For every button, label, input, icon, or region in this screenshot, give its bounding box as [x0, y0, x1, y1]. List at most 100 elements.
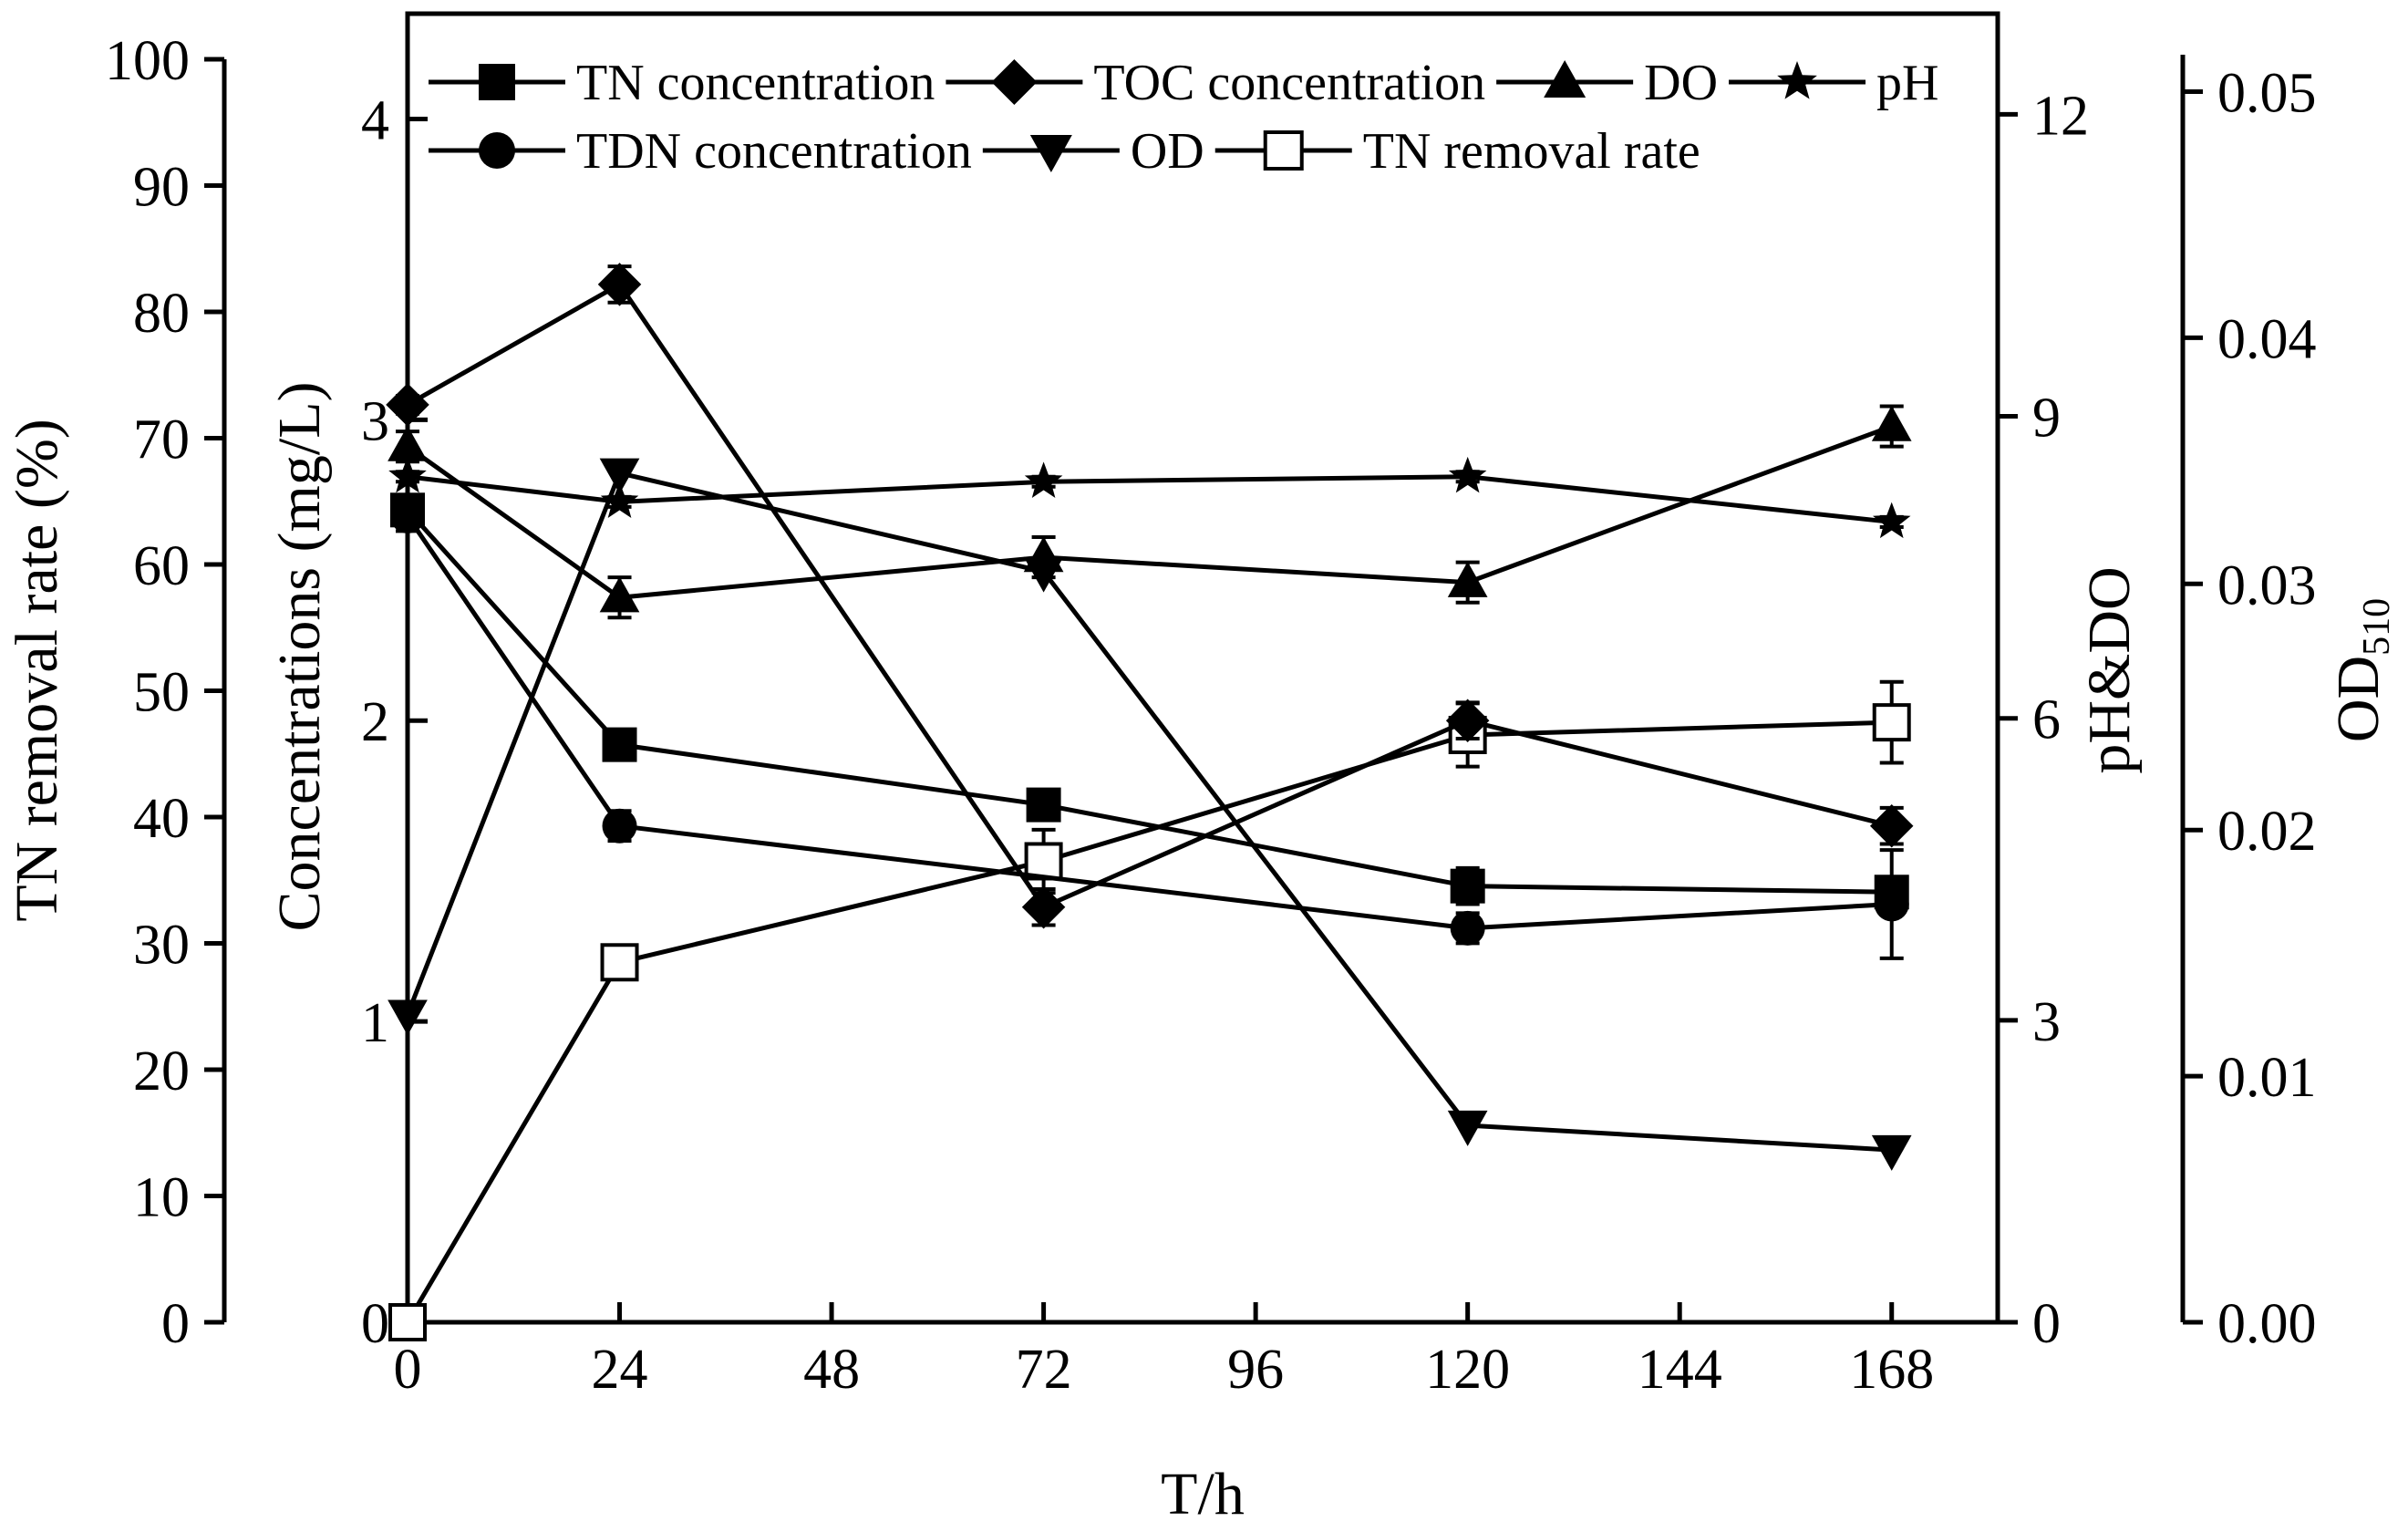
toc-concentration-marker — [1445, 699, 1490, 742]
legend-entry-tdn-concentration: TDN concentration — [429, 123, 972, 180]
series-tn-removal-rate — [388, 679, 1911, 1341]
left-inner-y-tick-label: 2 — [361, 691, 389, 753]
legend-marker — [1263, 130, 1304, 171]
legend-entry-od: OD — [982, 123, 1204, 180]
legend-marker — [1777, 61, 1817, 99]
left-outer-y-tick-label: 50 — [133, 662, 190, 724]
toc-concentration-marker — [386, 383, 429, 427]
right-inner-y-tick-label: 6 — [2032, 689, 2061, 751]
od-label-subscript: 510 — [2356, 598, 2398, 656]
series-ph — [388, 456, 1911, 539]
left-inner-y-tick-label: 1 — [361, 992, 389, 1054]
legend-marker — [991, 59, 1038, 105]
tdn-concentration-marker — [390, 498, 425, 533]
left-inner-axis-title: Concentrations (mg/L) — [266, 381, 333, 931]
right-outer-y-tick-label: 0.02 — [2217, 801, 2317, 863]
tn-concentration-marker — [602, 727, 637, 762]
tn-removal-rate-marker — [600, 943, 639, 982]
legend-label: OD — [1131, 123, 1204, 180]
legend-label: TDN concentration — [576, 123, 972, 180]
legend-entry-do: DO — [1496, 55, 1718, 111]
ph-marker — [1448, 456, 1487, 493]
do-marker — [599, 576, 640, 613]
tdn-concentration-marker — [602, 808, 637, 844]
left-outer-y-tick-label: 30 — [133, 915, 190, 977]
legend-label: pH — [1876, 55, 1938, 111]
od-marker — [599, 458, 640, 494]
left-outer-y-tick-label: 0 — [161, 1293, 190, 1355]
x-tick-label: 48 — [803, 1339, 860, 1401]
right-inner-y-tick-label: 0 — [2032, 1293, 2061, 1355]
ph-marker — [388, 456, 427, 493]
tn-concentration-marker — [1026, 787, 1061, 823]
right-outer-y-tick-label: 0.05 — [2217, 62, 2317, 124]
tn-concentration-marker — [1450, 868, 1485, 904]
left-outer-y-tick-label: 70 — [133, 409, 190, 471]
od-marker — [388, 999, 428, 1036]
left-outer-axis-title: TN removal rate (%) — [4, 419, 70, 922]
series-toc-concentration — [386, 263, 1914, 929]
toc-concentration-marker — [1869, 803, 1914, 848]
left-outer-y-tick-label: 40 — [133, 788, 190, 850]
right-outer-axis-title: OD510 — [2325, 598, 2398, 742]
legend-entry-tn-concentration: TN concentration — [429, 55, 935, 111]
tdn-concentration-marker — [1450, 910, 1485, 946]
toc-concentration-marker — [597, 263, 642, 306]
left-outer-y-tick-label: 90 — [133, 157, 190, 219]
x-tick-label: 144 — [1638, 1339, 1722, 1401]
x-tick-label: 72 — [1016, 1339, 1072, 1401]
left-outer-y-tick-label: 10 — [133, 1167, 190, 1229]
right-outer-y-tick-label: 0.04 — [2217, 308, 2317, 370]
toc-concentration-marker — [1021, 885, 1066, 929]
tn-removal-rate-marker — [1024, 842, 1063, 881]
do-marker — [1871, 405, 1912, 441]
left-outer-y-tick-label: 20 — [133, 1040, 190, 1102]
legend-entry-toc-concentration: TOC concentration — [946, 55, 1485, 111]
legend-entry-tn-removal-rate: TN removal rate — [1214, 123, 1700, 180]
od-marker — [1447, 1110, 1488, 1146]
x-axis-title: T/h — [1161, 1461, 1245, 1527]
do-marker — [388, 425, 428, 461]
tdn-concentration-line — [405, 514, 1892, 931]
x-tick-label: 0 — [394, 1339, 422, 1401]
right-outer-y-tick-label: 0.03 — [2217, 554, 2317, 616]
right-outer-y-tick-label: 0.00 — [2217, 1293, 2317, 1355]
legend-label: TOC concentration — [1093, 55, 1485, 111]
x-tick-label: 24 — [592, 1339, 648, 1401]
legend-label: TN concentration — [576, 55, 935, 111]
od-marker — [1871, 1134, 1912, 1171]
right-inner-y-tick-label: 3 — [2032, 991, 2061, 1053]
left-inner-y-tick-label: 0 — [361, 1293, 389, 1355]
tn-removal-rate-marker — [388, 1303, 427, 1341]
right-inner-axis-title: pH&DO — [2076, 566, 2143, 773]
tdn-concentration-marker — [1874, 886, 1909, 922]
do-marker — [1447, 561, 1488, 597]
left-outer-y-tick-label: 60 — [133, 535, 190, 597]
do-marker — [1023, 536, 1064, 573]
series-tn-concentration — [390, 492, 1909, 910]
right-inner-y-tick-label: 12 — [2032, 85, 2089, 147]
legend-marker — [1544, 60, 1586, 98]
od-label-main: OD — [2325, 656, 2392, 742]
x-tick-label: 96 — [1227, 1339, 1284, 1401]
series-tdn-concentration — [390, 498, 1909, 960]
ph-marker — [1024, 461, 1063, 498]
right-inner-y-tick-label: 9 — [2032, 388, 2061, 450]
x-tick-label: 120 — [1425, 1339, 1510, 1401]
legend-marker — [479, 64, 515, 100]
right-outer-y-tick-label: 0.01 — [2217, 1047, 2317, 1109]
legend-marker — [1029, 135, 1072, 172]
legend-label: DO — [1644, 55, 1718, 111]
legend-marker — [479, 132, 515, 169]
left-inner-y-tick-label: 4 — [361, 89, 389, 151]
left-outer-y-tick-label: 80 — [133, 283, 190, 345]
x-tick-label: 168 — [1849, 1339, 1934, 1401]
series-do — [388, 404, 1912, 620]
ph-marker — [1873, 502, 1911, 539]
legend-label: TN removal rate — [1363, 123, 1700, 180]
left-inner-y-tick-label: 3 — [361, 390, 389, 452]
legend-entry-ph: pH — [1729, 55, 1938, 111]
plot-frame — [405, 11, 2000, 1325]
left-outer-y-tick-label: 100 — [105, 30, 190, 92]
